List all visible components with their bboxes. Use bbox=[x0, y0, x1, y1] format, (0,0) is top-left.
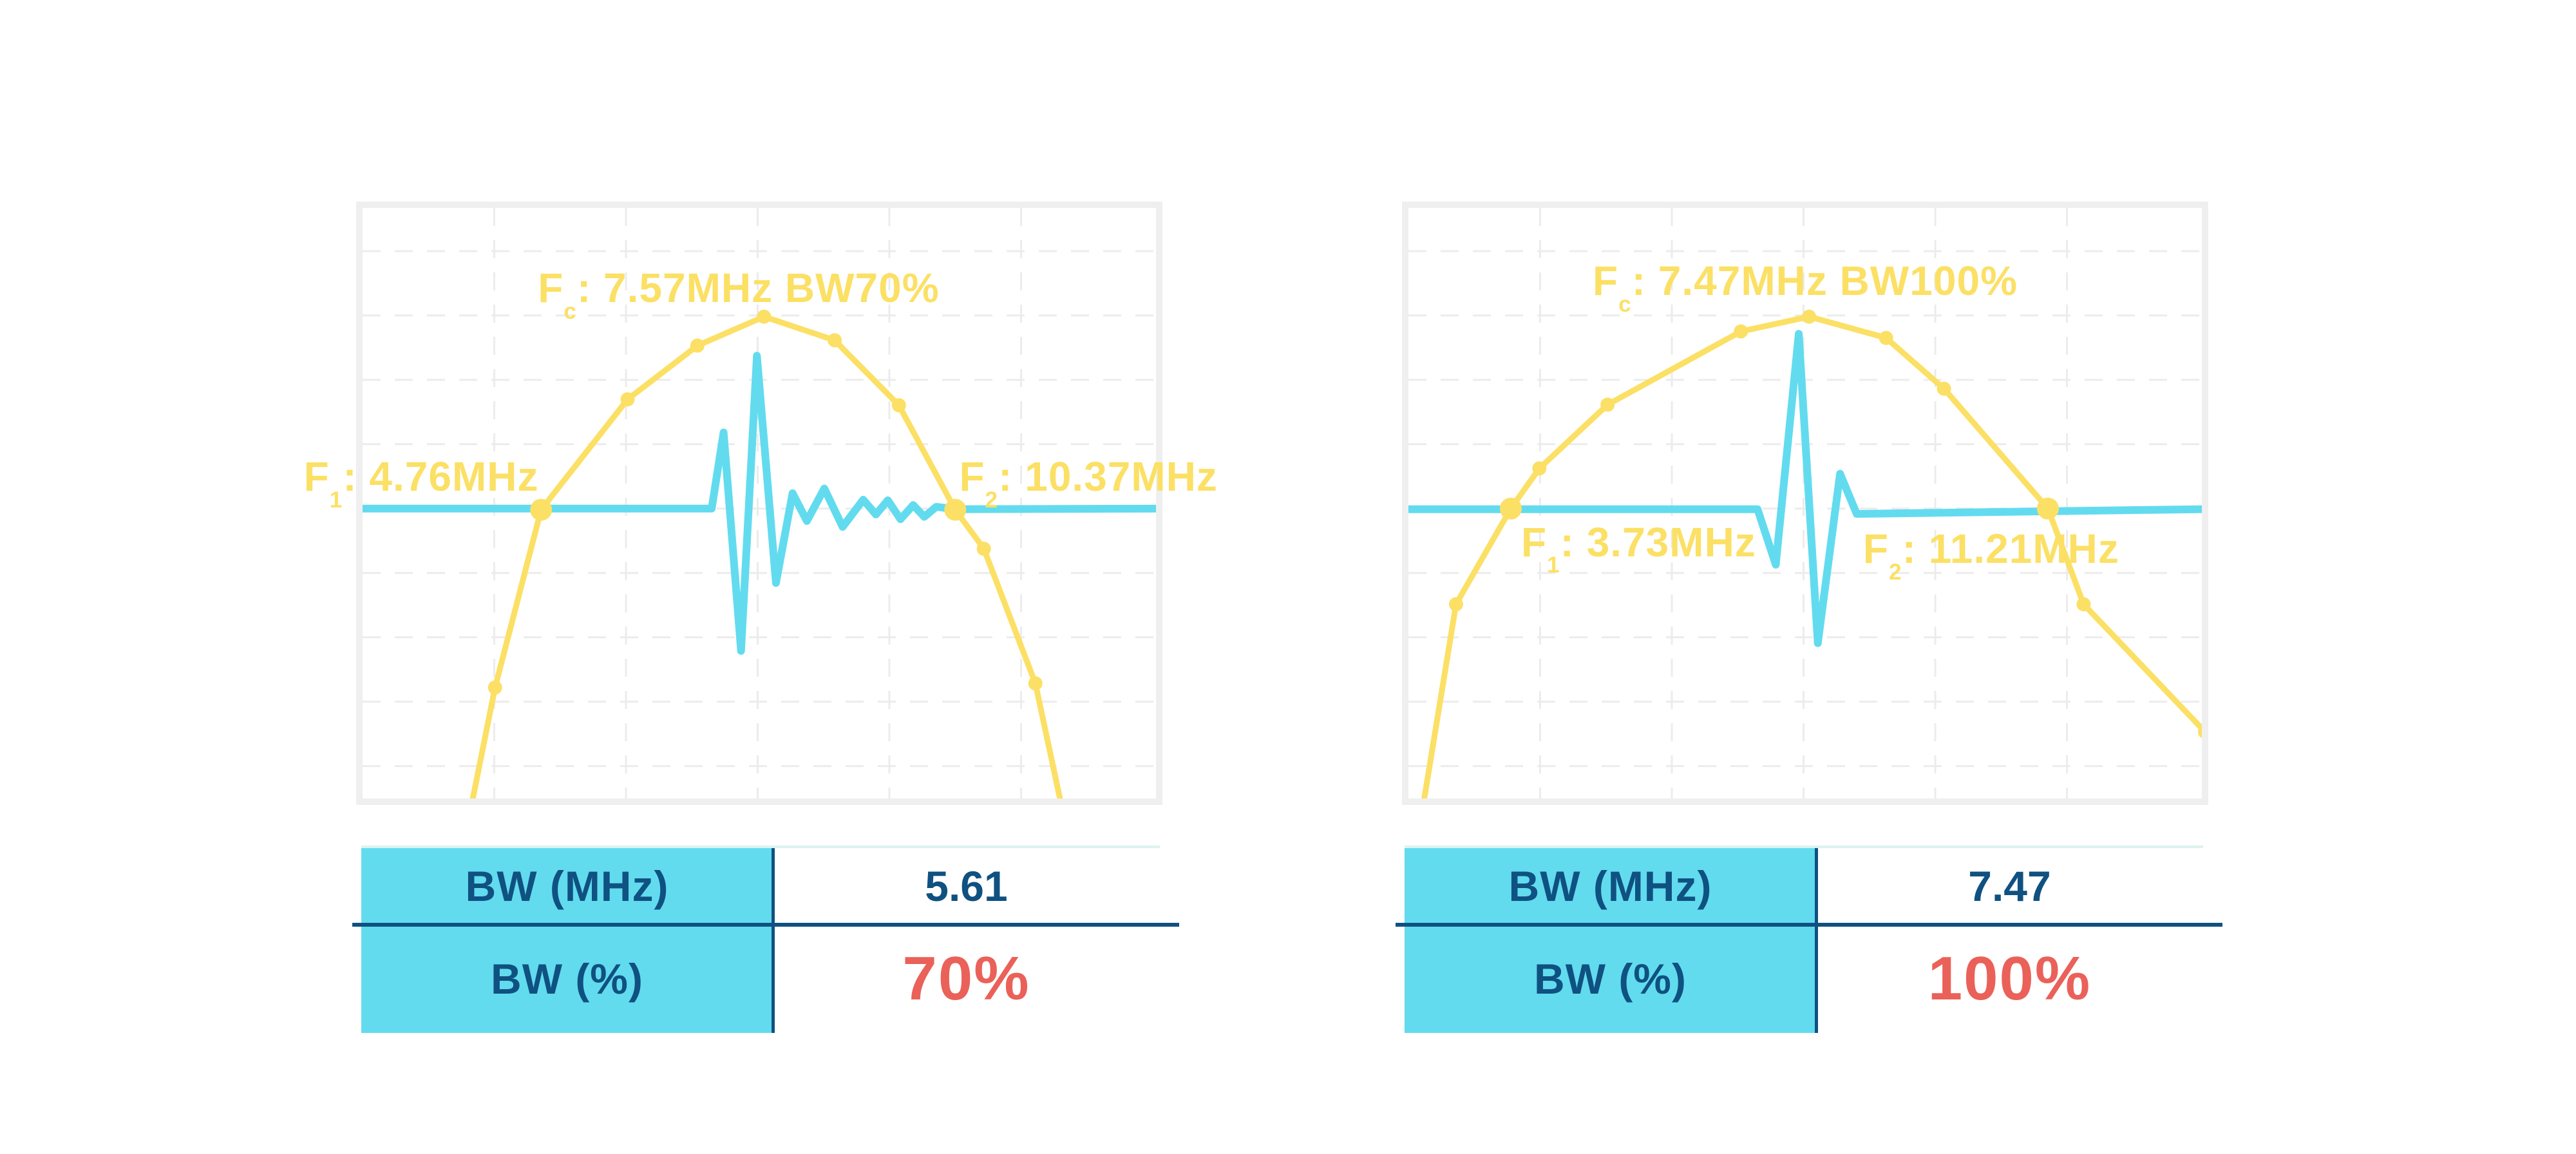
bandwidth-crossing-marker bbox=[944, 498, 967, 521]
bandwidth-crossing-marker bbox=[530, 498, 553, 521]
data-point-marker bbox=[1734, 324, 1748, 339]
data-point-marker bbox=[690, 338, 705, 353]
data-point-marker bbox=[1532, 461, 1547, 476]
data-point-marker bbox=[2197, 725, 2202, 739]
bw-mhz-value: 7.47 bbox=[1816, 848, 2203, 924]
f1-frequency-label: F1: 4.76MHz bbox=[303, 453, 539, 513]
data-point-marker bbox=[976, 542, 991, 556]
data-point-marker bbox=[488, 680, 502, 695]
table-row: BW (MHz) 5.61 bbox=[361, 848, 1160, 924]
f2-frequency-label: F2: 10.37MHz bbox=[959, 453, 1218, 513]
column-divider bbox=[772, 848, 775, 1033]
data-point-marker bbox=[1448, 597, 1463, 612]
bw-mhz-label: BW (MHz) bbox=[1405, 848, 1816, 924]
pulse-waveform bbox=[1408, 330, 2202, 647]
row-divider bbox=[1396, 923, 2222, 927]
narrowband-70pct-chart: Fc: 7.57MHz BW70% F1: 4.76MHz F2: 10.37MHz bbox=[304, 202, 1217, 805]
data-point-marker bbox=[1937, 381, 1951, 396]
table-row: BW (%) 70% bbox=[361, 924, 1160, 1033]
data-point-marker bbox=[1802, 309, 1817, 324]
row-divider bbox=[352, 923, 1179, 927]
chart-title-label: Fc: 7.47MHz BW100% bbox=[1593, 258, 2018, 317]
plot-area bbox=[363, 208, 1156, 799]
table-row: BW (MHz) 7.47 bbox=[1405, 848, 2203, 924]
broadband-100pct-chart: Fc: 7.47MHz BW100% F1: 3.73MHz F2: 11.21MH… bbox=[1402, 202, 2208, 805]
column-divider bbox=[1815, 848, 1818, 1033]
data-point-marker bbox=[891, 398, 906, 413]
bw-percent-value: 70% bbox=[773, 924, 1160, 1033]
spectrum-curve bbox=[469, 314, 1063, 799]
data-point-marker bbox=[1879, 330, 1893, 345]
bw-mhz-value: 5.61 bbox=[773, 848, 1160, 924]
data-point-marker bbox=[828, 333, 842, 348]
data-point-marker bbox=[620, 392, 635, 407]
chart-title-label: Fc: 7.57MHz BW70% bbox=[538, 265, 940, 325]
data-point-marker bbox=[1600, 397, 1615, 412]
f2-frequency-label: F2: 11.21MHz bbox=[1862, 525, 2119, 585]
f1-frequency-label: F1: 3.73MHz bbox=[1520, 518, 1756, 578]
plot-area bbox=[1408, 208, 2202, 799]
data-point-marker bbox=[2076, 597, 2091, 612]
data-point-marker bbox=[1028, 676, 1043, 691]
data-point-marker bbox=[757, 309, 772, 324]
bandwidth-crossing-marker bbox=[1499, 497, 1522, 520]
bw-percent-label: BW (%) bbox=[1405, 924, 1816, 1033]
bw-percent-value: 100% bbox=[1816, 924, 2203, 1033]
table-row: BW (%) 100% bbox=[1405, 924, 2203, 1033]
bw-mhz-label: BW (MHz) bbox=[361, 848, 773, 924]
spectrum-curve bbox=[1421, 314, 2202, 799]
pulse-waveform bbox=[363, 352, 1156, 655]
bandwidth-crossing-marker bbox=[2036, 497, 2059, 520]
bw-table-right: BW (MHz) 7.47 BW (%) 100% bbox=[1396, 846, 2222, 1033]
bw-table-left: BW (MHz) 5.61 BW (%) 70% bbox=[352, 846, 1179, 1033]
bw-percent-label: BW (%) bbox=[361, 924, 773, 1033]
